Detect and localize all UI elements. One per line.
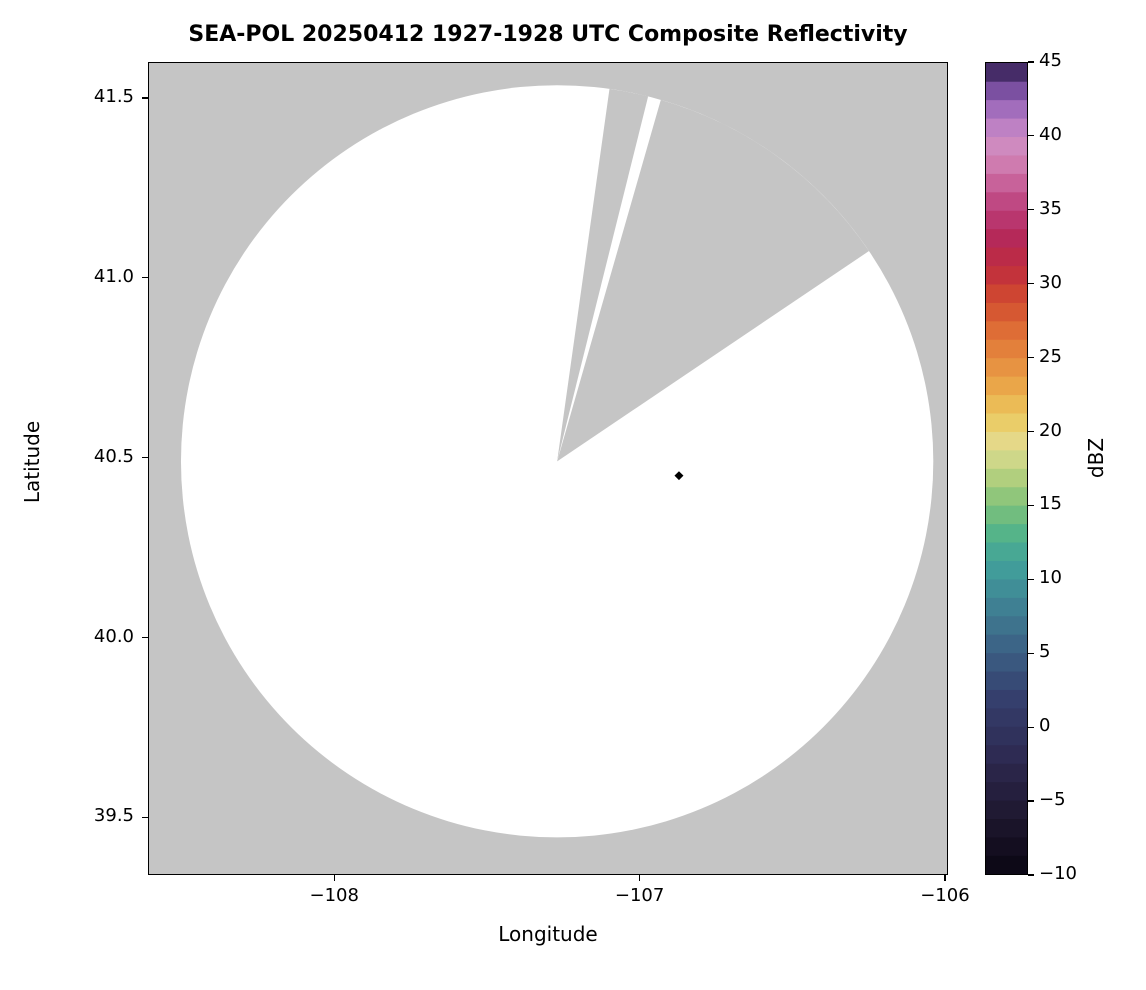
colorbar-tick-mark [1028, 357, 1034, 359]
x-tick-mark [333, 875, 335, 881]
y-tick-label: 40.0 [93, 625, 134, 647]
colorbar-tick-mark [1028, 61, 1034, 63]
colorbar-tick-label: 20 [1039, 419, 1062, 441]
colorbar-tick-label: 15 [1039, 493, 1062, 515]
y-tick-label: 41.0 [93, 265, 134, 287]
y-tick-mark [142, 97, 148, 99]
x-tick-label: −107 [614, 885, 665, 906]
chart-title: SEA-POL 20250412 1927-1928 UTC Composite… [188, 22, 908, 47]
colorbar-tick-mark [1028, 504, 1034, 507]
y-tick-mark [142, 816, 148, 819]
x-tick-mark [944, 875, 946, 881]
colorbar-tick-label: −10 [1039, 863, 1077, 884]
colorbar-tick-label: 5 [1039, 641, 1051, 663]
colorbar-tick-mark [1028, 578, 1034, 580]
colorbar-tick-label: 10 [1039, 567, 1062, 589]
radar-coverage-canvas [149, 63, 947, 874]
colorbar-tick-mark [1028, 652, 1034, 654]
colorbar-tick-label: 40 [1039, 123, 1062, 145]
plot-area [148, 62, 948, 875]
y-tick-label: 41.5 [93, 85, 134, 107]
colorbar-tick-mark [1028, 874, 1034, 876]
colorbar-gradient [986, 63, 1027, 874]
colorbar-tick-mark [1028, 209, 1034, 211]
y-tick-label: 40.5 [93, 445, 134, 467]
y-tick-label: 39.5 [93, 805, 134, 827]
colorbar-tick-label: 0 [1039, 715, 1051, 737]
y-tick-mark [142, 277, 148, 279]
x-tick-label: −106 [920, 885, 970, 906]
colorbar-tick-mark [1028, 430, 1034, 433]
colorbar-tick-label: 35 [1039, 197, 1062, 219]
colorbar [985, 62, 1028, 875]
colorbar-tick-label: 25 [1039, 345, 1062, 367]
colorbar-tick-mark [1028, 800, 1034, 802]
y-axis-label: Latitude [20, 420, 44, 504]
colorbar-tick-label: 30 [1039, 271, 1062, 293]
colorbar-tick-mark [1028, 135, 1034, 137]
colorbar-tick-label: −5 [1039, 789, 1066, 811]
x-tick-label: −108 [309, 885, 359, 906]
x-tick-mark [639, 875, 641, 881]
colorbar-tick-mark [1028, 726, 1034, 728]
colorbar-tick-mark [1028, 283, 1034, 285]
site-marker-diamond [674, 471, 684, 481]
y-tick-mark [142, 636, 148, 639]
colorbar-tick-label: 45 [1039, 50, 1062, 71]
y-tick-mark [142, 457, 148, 459]
x-axis-label: Longitude [498, 922, 598, 946]
